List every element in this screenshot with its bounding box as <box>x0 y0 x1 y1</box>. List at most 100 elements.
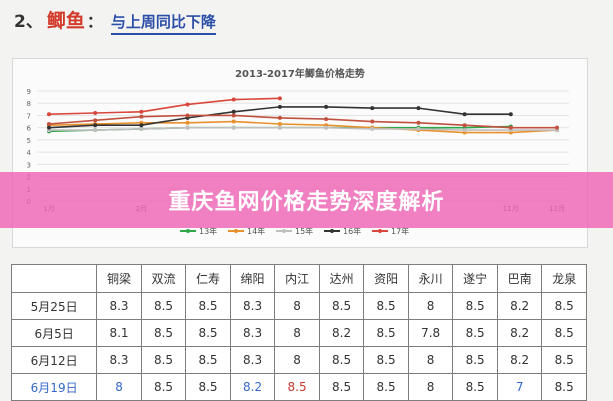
y-tick-label: 9 <box>27 88 31 96</box>
data-point <box>370 126 375 131</box>
price-cell: 8.5 <box>318 292 365 320</box>
price-cell: 8.5 <box>452 346 498 374</box>
data-point <box>47 112 51 117</box>
data-point <box>277 125 282 130</box>
data-point <box>185 113 190 118</box>
price-cell: 8.3 <box>96 346 142 374</box>
y-tick-label: 5 <box>27 137 31 145</box>
data-point <box>93 123 98 128</box>
price-cell: 8.5 <box>185 373 231 401</box>
data-point <box>93 111 98 115</box>
price-cell: 8.2 <box>496 292 543 320</box>
price-cell: 8 <box>407 292 454 320</box>
column-header: 巴南 <box>496 264 543 293</box>
data-point <box>139 114 144 119</box>
data-point <box>185 120 190 125</box>
row-date: 6月12日 <box>10 346 98 374</box>
price-cell: 8.5 <box>452 373 498 401</box>
header-corner-cell <box>10 264 98 293</box>
article-title-banner: 重庆鱼网价格走势深度解析 <box>0 172 613 228</box>
data-point <box>139 123 144 128</box>
price-cell: 8.5 <box>363 319 409 347</box>
price-cell: 8.5 <box>541 373 587 401</box>
data-point <box>277 104 282 109</box>
price-cell: 8.5 <box>363 373 409 401</box>
column-header: 内江 <box>274 264 320 293</box>
y-tick-label: 6 <box>27 125 32 133</box>
article-title: 重庆鱼网价格走势深度解析 <box>168 190 445 215</box>
price-cell: 8.5 <box>185 319 231 347</box>
data-point <box>231 113 236 118</box>
legend-marker <box>234 229 238 233</box>
price-cell: 8.5 <box>274 373 320 401</box>
y-tick-label: 8 <box>27 100 31 108</box>
data-point <box>416 126 421 131</box>
data-point <box>324 104 329 109</box>
price-cell: 8.5 <box>140 292 187 320</box>
row-date: 5月25日 <box>10 292 98 320</box>
price-cell: 8.5 <box>541 292 587 320</box>
y-tick-label: 3 <box>27 161 31 169</box>
price-cell: 8.5 <box>318 346 365 374</box>
legend-marker <box>282 229 286 233</box>
data-point <box>139 109 144 114</box>
price-cell: 7 <box>496 373 543 401</box>
data-point <box>508 112 513 117</box>
table-row: 6月12日 8.3 8.5 8.5 8.3 8 8.5 8.5 8 8.5 8.2 8.5 <box>10 346 587 374</box>
column-header: 铜梁 <box>96 264 142 293</box>
table-row: 6月19日 8 8.5 8.5 8.2 8.5 8.5 8.5 8 8.5 7 8.5 <box>10 373 587 401</box>
data-point <box>508 125 513 130</box>
price-cell: 8.5 <box>541 319 587 347</box>
legend-marker <box>378 229 382 233</box>
price-cell: 8.5 <box>541 346 587 374</box>
y-tick-label: 7 <box>27 112 31 120</box>
price-cell: 8.2 <box>496 319 543 347</box>
price-cell: 8 <box>274 292 320 320</box>
column-header: 达州 <box>318 264 365 293</box>
row-date: 6月19日 <box>10 373 98 401</box>
legend-label: 13年 <box>199 226 217 236</box>
column-header: 仁寿 <box>185 264 231 293</box>
price-cell: 8.3 <box>229 319 276 347</box>
price-cell: 8 <box>274 319 320 347</box>
data-point <box>231 125 236 130</box>
series-line <box>48 97 280 116</box>
data-point <box>93 128 98 133</box>
column-header: 绵阳 <box>229 264 276 293</box>
data-point <box>370 106 375 111</box>
price-cell: 8 <box>274 346 320 374</box>
data-point <box>277 122 282 126</box>
legend-label: 16年 <box>343 226 361 236</box>
column-header: 资阳 <box>363 264 409 293</box>
section-number: 2、 <box>14 12 43 32</box>
price-cell: 8.3 <box>229 292 276 320</box>
price-cell: 8.5 <box>363 292 409 320</box>
legend-label: 15年 <box>295 226 313 236</box>
price-table: 铜梁 双流 仁寿 绵阳 内江 达州 资阳 永川 遂宁 巴南 龙泉 5月25日 8.3 8.5 8.5 8.3… <box>10 264 587 401</box>
price-cell: 8.5 <box>363 346 409 374</box>
chart-title: 2013-2017年鲫鱼价格走势 <box>235 67 365 80</box>
data-point <box>139 126 144 131</box>
price-cell: 8.5 <box>452 319 498 347</box>
column-header: 遂宁 <box>452 264 498 293</box>
data-point <box>185 125 190 130</box>
price-cell: 7.8 <box>407 319 454 347</box>
price-cell: 8.5 <box>140 346 187 374</box>
heading-colon: ： <box>86 12 103 31</box>
price-cell: 8 <box>96 373 142 401</box>
data-point <box>416 106 421 111</box>
section-heading: 2、 鲫鱼 ： 与上周同比下降 <box>14 6 216 35</box>
price-cell: 8.2 <box>229 373 276 401</box>
price-cell: 8.5 <box>185 346 231 374</box>
data-point <box>47 125 51 130</box>
data-point <box>231 109 236 114</box>
data-point <box>277 96 282 101</box>
series-line <box>48 120 558 134</box>
column-header: 双流 <box>140 264 187 293</box>
table-row: 5月25日 8.3 8.5 8.5 8.3 8 8.5 8.5 8 8.5 8.2 8.5 <box>10 292 587 320</box>
data-point <box>277 115 282 120</box>
price-cell: 8 <box>407 346 454 374</box>
y-tick-label: 4 <box>27 149 32 157</box>
trend-summary: 与上周同比下降 <box>110 11 216 35</box>
price-cell: 8.1 <box>96 319 142 347</box>
